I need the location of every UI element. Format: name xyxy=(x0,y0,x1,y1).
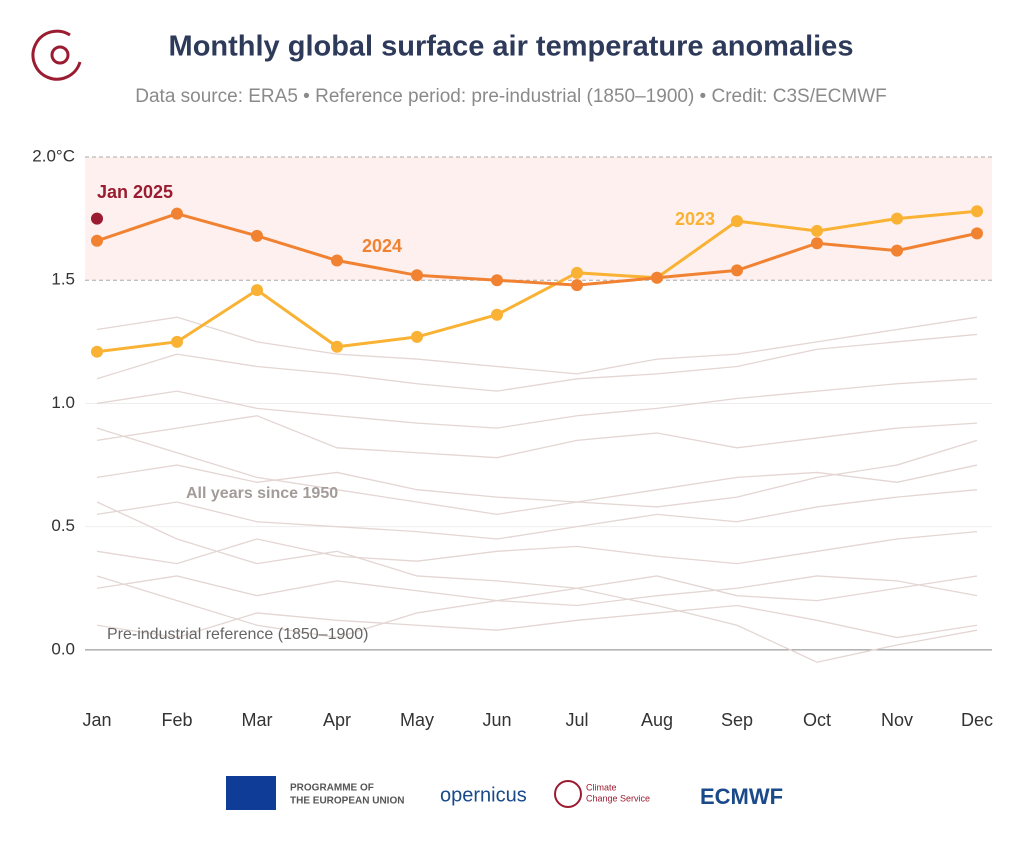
x-tick-label: May xyxy=(400,710,434,730)
x-tick-label: Jun xyxy=(482,710,511,730)
background-line xyxy=(96,415,978,459)
background-line xyxy=(96,464,978,503)
x-tick-label: Mar xyxy=(242,710,273,730)
series-line xyxy=(96,212,978,287)
x-tick-label: Jan xyxy=(82,710,111,730)
background-label: All years since 1950 xyxy=(186,485,338,502)
point xyxy=(971,205,983,218)
background-line xyxy=(96,378,978,429)
x-tick-label: Jul xyxy=(565,710,588,730)
point xyxy=(411,269,423,282)
point xyxy=(251,229,263,242)
point xyxy=(91,234,103,247)
series-label: 2024 xyxy=(362,236,402,256)
point xyxy=(91,345,103,358)
footer-text: Change Service xyxy=(586,793,650,803)
point xyxy=(571,266,583,279)
footer-text: Climate xyxy=(586,782,617,792)
point xyxy=(171,207,183,220)
series-label: 2023 xyxy=(675,209,715,229)
x-tick-label: Oct xyxy=(803,710,831,730)
c3s-logo xyxy=(554,780,582,808)
background-line xyxy=(96,427,978,516)
footer-text: opernicus xyxy=(440,784,527,806)
point xyxy=(571,279,583,292)
y-tick-label: 1.0 xyxy=(51,393,75,412)
point xyxy=(331,254,343,267)
background-line xyxy=(96,604,978,639)
eu-flag xyxy=(226,776,276,810)
point xyxy=(491,308,503,321)
highlight-band xyxy=(85,157,992,281)
point xyxy=(811,237,823,250)
point xyxy=(971,227,983,240)
background-line xyxy=(96,333,978,392)
chart-subtitle: Data source: ERA5 • Reference period: pr… xyxy=(135,86,886,107)
point xyxy=(731,264,743,277)
y-tick-label: 1.5 xyxy=(51,270,75,289)
x-tick-label: Dec xyxy=(961,710,993,730)
point xyxy=(411,330,423,343)
reference-label: Pre-industrial reference (1850–1900) xyxy=(107,626,368,643)
logo xyxy=(31,29,82,81)
y-tick-label: 0.0 xyxy=(51,639,75,658)
point xyxy=(891,212,903,225)
background-line xyxy=(96,489,978,540)
x-tick-label: Feb xyxy=(161,710,192,730)
footer: PROGRAMME OF THE EUROPEAN UNION opernicu… xyxy=(226,776,783,810)
footer-text: PROGRAMME OF xyxy=(290,783,374,794)
point xyxy=(811,224,823,237)
x-tick-label: Sep xyxy=(721,710,753,730)
background-line xyxy=(96,501,978,602)
point xyxy=(331,340,343,353)
point xyxy=(491,274,503,287)
x-tick-label: Apr xyxy=(323,710,351,730)
point xyxy=(171,335,183,348)
chart-title: Monthly global surface air temperature a… xyxy=(169,31,854,63)
footer-text: THE EUROPEAN UNION xyxy=(290,796,404,807)
point xyxy=(731,215,743,228)
background-line xyxy=(96,316,978,375)
plot: 0.0 0.5 1.0 1.5 2.0°C Jan Feb Mar Apr May Jun Jul Au… xyxy=(32,146,993,729)
background-line xyxy=(96,575,978,663)
footer-text: ECMWF xyxy=(700,784,783,809)
y-tick-label: 2.0°C xyxy=(32,146,75,165)
point xyxy=(891,244,903,257)
background-line xyxy=(96,575,978,607)
point xyxy=(91,212,103,225)
point xyxy=(651,271,663,284)
y-tick-label: 0.5 xyxy=(51,516,75,535)
background-line xyxy=(96,530,978,565)
series-line xyxy=(96,209,978,354)
x-tick-label: Aug xyxy=(641,710,673,730)
point xyxy=(251,284,263,297)
x-tick-label: Nov xyxy=(881,710,913,730)
series-label: Jan 2025 xyxy=(97,182,173,202)
